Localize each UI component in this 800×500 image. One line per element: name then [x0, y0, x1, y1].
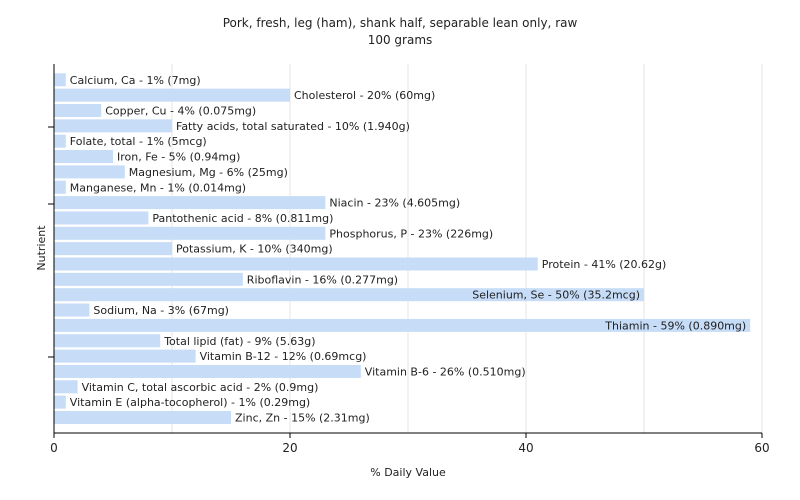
bar [54, 150, 113, 164]
bar-label: Fatty acids, total saturated - 10% (1.94… [176, 120, 410, 133]
bar [54, 272, 243, 286]
bar [54, 226, 326, 240]
bar-label: Folate, total - 1% (5mcg) [70, 135, 207, 148]
bar [54, 318, 751, 332]
axes: 0 20 40 60 [48, 64, 770, 455]
bar-label: Calcium, Ca - 1% (7mg) [70, 74, 201, 87]
bar-label: Selenium, Se - 50% (35.2mcg) [472, 289, 640, 302]
bar [54, 411, 231, 424]
bar-label: Vitamin C, total ascorbic acid - 2% (0.9… [82, 381, 319, 394]
bar-label: Vitamin E (alpha-tocopherol) - 1% (0.29m… [70, 396, 310, 409]
bar [54, 104, 102, 117]
bar-label: Thiamin - 59% (0.890mg) [604, 319, 746, 332]
bar-label: Cholesterol - 20% (60mg) [294, 89, 435, 102]
bar [54, 196, 326, 210]
bars: Calcium, Ca - 1% (7mg) Cholesterol - 20% … [54, 73, 751, 425]
bar-label: Vitamin B-12 - 12% (0.69mcg) [200, 350, 367, 363]
bar [54, 380, 78, 394]
bar [54, 242, 172, 256]
bar [54, 165, 125, 179]
chart-subtitle: 100 grams [368, 33, 433, 47]
chart-title: Pork, fresh, leg (ham), shank half, sepa… [223, 16, 578, 30]
bar [54, 257, 538, 271]
bar-label: Copper, Cu - 4% (0.075mg) [105, 105, 256, 118]
bar-label: Vitamin B-6 - 26% (0.510mg) [365, 365, 526, 378]
bar [54, 180, 66, 194]
bar [54, 119, 172, 133]
bar-label: Phosphorus, P - 23% (226mg) [329, 227, 493, 240]
x-tick-label: 60 [754, 441, 769, 455]
bar [54, 334, 161, 348]
bar-label: Manganese, Mn - 1% (0.014mg) [70, 181, 246, 194]
bar [54, 349, 196, 363]
bar-label: Protein - 41% (20.62g) [542, 258, 667, 271]
bar [54, 211, 149, 225]
bar [54, 303, 90, 317]
bar [54, 395, 66, 409]
bar-label: Riboflavin - 16% (0.277mg) [247, 273, 398, 286]
bar [54, 73, 66, 87]
x-axis-label: % Daily Value [370, 466, 446, 479]
bar-label: Sodium, Na - 3% (67mg) [93, 304, 229, 317]
bar [54, 88, 290, 102]
bar-label: Iron, Fe - 5% (0.94mg) [117, 151, 240, 164]
bar-label: Total lipid (fat) - 9% (5.63g) [163, 335, 315, 348]
bar-label: Pantothenic acid - 8% (0.811mg) [152, 212, 333, 225]
x-tick-label: 40 [518, 441, 533, 455]
bar-label: Zinc, Zn - 15% (2.31mg) [235, 412, 370, 425]
y-axis-label: Nutrient [35, 225, 48, 271]
x-tick-label: 20 [282, 441, 297, 455]
bar [54, 364, 361, 378]
bar [54, 134, 66, 148]
x-tick-label: 0 [50, 441, 58, 455]
bar [54, 288, 644, 302]
bar-label: Magnesium, Mg - 6% (25mg) [129, 166, 288, 179]
bar-label: Niacin - 23% (4.605mg) [329, 197, 460, 210]
bar-label: Potassium, K - 10% (340mg) [176, 243, 333, 256]
